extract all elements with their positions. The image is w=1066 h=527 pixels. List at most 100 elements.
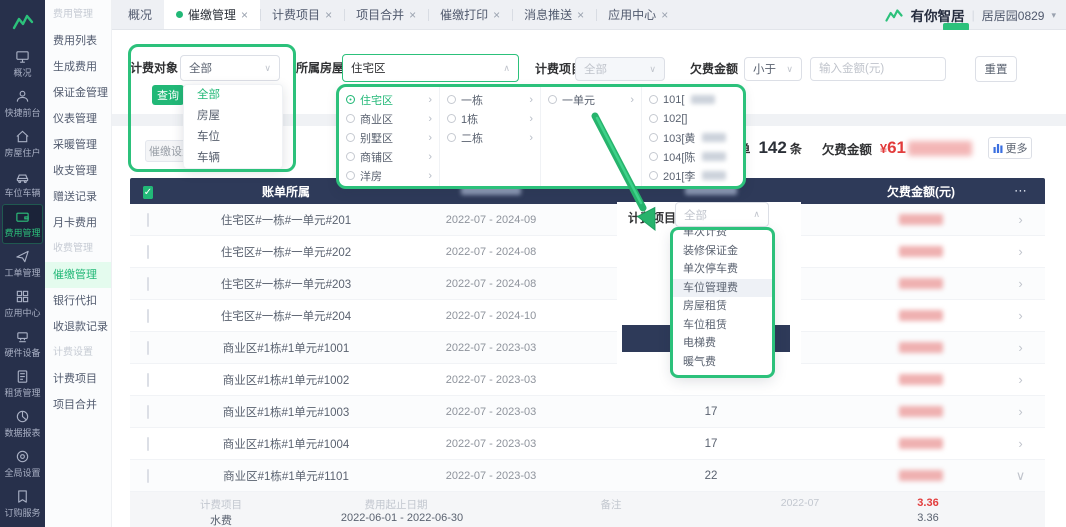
dropdown-option[interactable]: 电梯费	[683, 337, 716, 349]
cascader-option[interactable]: 201[李	[642, 166, 743, 185]
reset-button[interactable]: 重置	[975, 56, 1017, 82]
dropdown-option[interactable]: 车位	[197, 131, 220, 143]
cascader-option[interactable]: 一栋 ›	[440, 90, 540, 109]
rail-item-reports[interactable]: 数据报表	[0, 404, 45, 444]
chevron-right-icon[interactable]: ›	[1018, 212, 1023, 227]
cascader-option[interactable]: 商铺区 ›	[339, 147, 439, 166]
dropdown-option[interactable]: 单次计费	[683, 230, 727, 238]
table-row-expanded[interactable]: 商业区#1栋#1单元#1101 2022-07 - 2023-03 22 ∨	[130, 460, 1045, 492]
rail-item-front-desk[interactable]: 快捷前台	[0, 84, 45, 124]
dropdown-option[interactable]: 单次停车费	[683, 263, 738, 275]
rail-item-overview[interactable]: 概况	[0, 44, 45, 84]
rail-item-workorders[interactable]: 工单管理	[0, 244, 45, 284]
chevron-down-icon[interactable]: ∨	[1015, 467, 1026, 483]
column-settings-icon[interactable]: ⋯	[1014, 183, 1027, 198]
amount-operator-select[interactable]: 小于 ∨	[744, 57, 802, 81]
more-button[interactable]: 更多	[988, 137, 1032, 159]
cascader-option[interactable]: 一单元 ›	[541, 90, 641, 109]
cascader-option[interactable]: 104[陈	[642, 147, 743, 166]
dropdown-option[interactable]: 全部	[197, 89, 220, 101]
subnav-item-refund-records[interactable]: 收退款记录	[53, 321, 108, 333]
tab-message-push[interactable]: 消息推送 ×	[512, 0, 596, 29]
subnav-item-project-merge[interactable]: 项目合并	[53, 399, 97, 411]
row-checkbox[interactable]	[147, 244, 149, 259]
table-row[interactable]: 住宅区#一栋#一单元#202 2022-07 - 2024-08 ›	[130, 236, 1045, 268]
row-checkbox[interactable]	[147, 468, 149, 483]
table-row[interactable]: 商业区#1栋#1单元#1003 2022-07 - 2023-03 17 ›	[130, 396, 1045, 428]
dropdown-option[interactable]: 车位租赁	[683, 318, 727, 331]
row-checkbox[interactable]	[147, 276, 149, 291]
close-icon[interactable]: ×	[661, 7, 669, 22]
table-row[interactable]: 住宅区#一栋#一单元#203 2022-07 - 2024-08 ›	[130, 268, 1045, 300]
rail-item-app-center[interactable]: 应用中心	[0, 284, 45, 324]
row-checkbox[interactable]	[147, 212, 149, 227]
cascader-option[interactable]: 101[	[642, 90, 743, 109]
tab-collection-management[interactable]: 催缴管理 ×	[164, 0, 261, 29]
chevron-right-icon[interactable]: ›	[1018, 404, 1023, 419]
subnav-item-heating[interactable]: 采暖管理	[53, 139, 97, 151]
subnav-item-bank-withhold[interactable]: 银行代扣	[53, 295, 97, 307]
row-checkbox[interactable]	[147, 404, 149, 419]
rail-item-global-settings[interactable]: 全局设置	[0, 444, 45, 484]
row-checkbox[interactable]	[147, 340, 149, 355]
subnav-item-fee-items[interactable]: 计费项目	[53, 373, 97, 385]
dropdown-option[interactable]: 装修保证金	[683, 244, 738, 257]
search-button[interactable]: 查询	[152, 85, 184, 105]
rail-item-subscribe[interactable]: 订购服务	[0, 484, 45, 524]
subnav-item-fee-list[interactable]: 费用列表	[53, 35, 97, 47]
cascader-option[interactable]: 住宅区 ›	[339, 90, 439, 109]
chevron-right-icon[interactable]: ›	[1018, 276, 1023, 291]
subnav-item-income-expense[interactable]: 收支管理	[53, 165, 97, 177]
table-row[interactable]: 住宅区#一栋#一单元#204 2022-07 - 2024-10 ›	[130, 300, 1045, 332]
select-all-checkbox[interactable]: ✓	[142, 185, 154, 199]
cascader-option[interactable]: 1栋 ›	[440, 109, 540, 128]
rail-item-lease[interactable]: 租赁管理	[0, 364, 45, 404]
dropdown-option[interactable]: 房屋租赁	[683, 300, 727, 312]
cascader-option[interactable]: 102[]	[642, 109, 743, 128]
chevron-right-icon[interactable]: ›	[1018, 308, 1023, 323]
chevron-right-icon[interactable]: ›	[1018, 340, 1023, 355]
subnav-item-collection[interactable]: 催缴管理	[45, 262, 111, 288]
tab-collection-print[interactable]: 催缴打印 ×	[428, 0, 512, 29]
dropdown-option[interactable]: 暖气费	[683, 355, 716, 368]
cascader-option[interactable]: 商业区 ›	[339, 109, 439, 128]
close-icon[interactable]: ×	[325, 7, 333, 22]
tab-overview[interactable]: 概况	[128, 8, 153, 22]
table-row[interactable]: 商业区#1栋#1单元#1002 2022-07 - 2023-03 ›	[130, 364, 1045, 396]
cascader-option[interactable]: 二栋 ›	[440, 128, 540, 147]
rail-item-houses[interactable]: 房屋住户	[0, 124, 45, 164]
row-checkbox[interactable]	[147, 436, 149, 451]
tab-fee-items[interactable]: 计费项目 ×	[260, 0, 344, 29]
subnav-item-deposit[interactable]: 保证金管理	[53, 87, 108, 99]
dropdown-option[interactable]: 车位管理费	[673, 278, 772, 297]
chevron-right-icon[interactable]: ›	[1018, 372, 1023, 387]
close-icon[interactable]: ×	[241, 7, 249, 22]
fee-item-overlay-select[interactable]: 全部 ∧	[675, 202, 769, 227]
rail-item-fees[interactable]: 费用管理	[2, 204, 43, 244]
row-checkbox[interactable]	[147, 372, 149, 387]
cascader-option[interactable]: 别墅区 ›	[339, 128, 439, 147]
tab-app-center[interactable]: 应用中心 ×	[596, 0, 680, 29]
chevron-right-icon[interactable]: ›	[1018, 244, 1023, 259]
tab-project-merge[interactable]: 项目合并 ×	[344, 0, 428, 29]
table-row[interactable]: 住宅区#一栋#一单元#201 2022-07 - 2024-09 ›	[130, 204, 1045, 236]
house-select[interactable]: 住宅区 ∧	[342, 54, 519, 82]
subnav-item-gift-records[interactable]: 赠送记录	[53, 191, 97, 203]
cascader-option[interactable]: 103[黄	[642, 128, 743, 147]
row-checkbox[interactable]	[147, 308, 149, 323]
dropdown-option[interactable]: 车辆	[197, 152, 220, 164]
rail-item-vehicles[interactable]: 车位车辆	[0, 164, 45, 204]
chevron-right-icon[interactable]: ›	[1018, 436, 1023, 451]
close-icon[interactable]: ×	[409, 7, 417, 22]
close-icon[interactable]: ×	[493, 7, 501, 22]
table-row[interactable]: 商业区#1栋#1单元#1004 2022-07 - 2023-03 17 ›	[130, 428, 1045, 460]
workspace-switcher[interactable]: 居居园0829	[981, 8, 1045, 23]
subnav-item-generate-fee[interactable]: 生成费用	[53, 61, 97, 73]
dropdown-option[interactable]: 房屋	[197, 110, 220, 122]
cascader-option[interactable]: 洋房 ›	[339, 166, 439, 185]
amount-input[interactable]	[810, 57, 946, 81]
caret-down-icon[interactable]: ▾	[1051, 9, 1056, 20]
billing-object-select[interactable]: 全部 ∨	[180, 55, 280, 81]
subnav-item-monthly-card[interactable]: 月卡费用	[53, 217, 97, 229]
fee-item-select[interactable]: 全部 ∨	[575, 57, 665, 81]
